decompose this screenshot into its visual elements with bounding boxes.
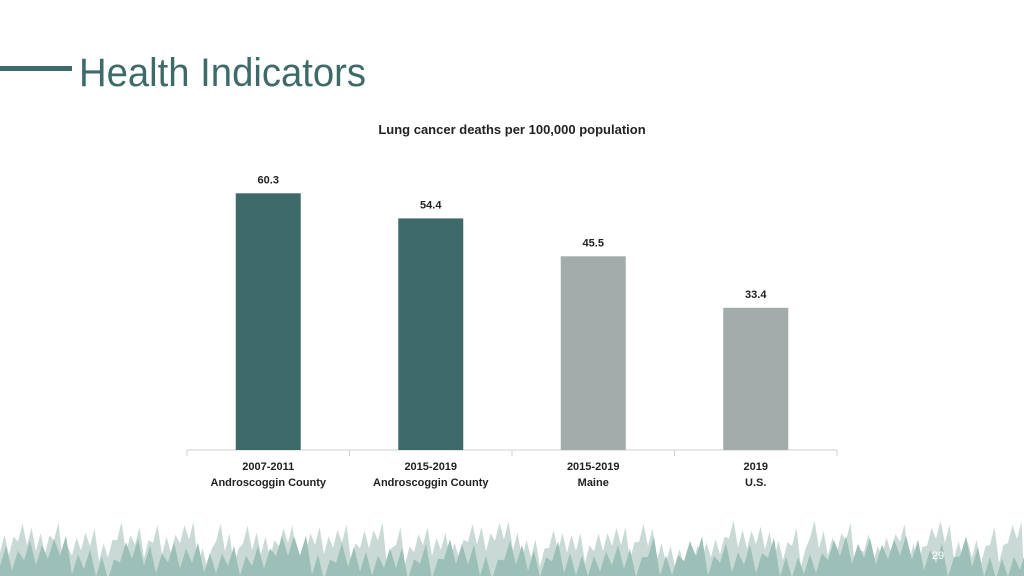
bar — [723, 307, 789, 450]
slide-title: Health Indicators — [79, 51, 366, 95]
chart-title: Lung cancer deaths per 100,000 populatio… — [378, 122, 645, 137]
tree-line — [0, 520, 1024, 576]
data-label: 54.4 — [420, 199, 442, 211]
x-tick-label: 2019 — [744, 461, 768, 473]
bar — [235, 193, 301, 450]
x-tick-label: Maine — [578, 477, 609, 489]
bar — [398, 218, 464, 450]
bar — [560, 256, 626, 450]
x-tick-label: 2015-2019 — [404, 461, 457, 473]
x-tick-label: Androscoggin County — [373, 477, 489, 489]
x-tick-label: 2015-2019 — [567, 461, 620, 473]
x-tick-label: Androscoggin County — [211, 477, 327, 489]
x-tick-label: 2007-2011 — [242, 461, 294, 473]
data-label: 33.4 — [745, 289, 767, 301]
header-rule — [0, 66, 72, 71]
tree-silhouette — [0, 535, 1024, 576]
x-tick-label: U.S. — [745, 477, 766, 489]
page-number: 29 — [932, 550, 944, 562]
data-label: 45.5 — [583, 237, 604, 249]
data-label: 60.3 — [258, 174, 279, 186]
